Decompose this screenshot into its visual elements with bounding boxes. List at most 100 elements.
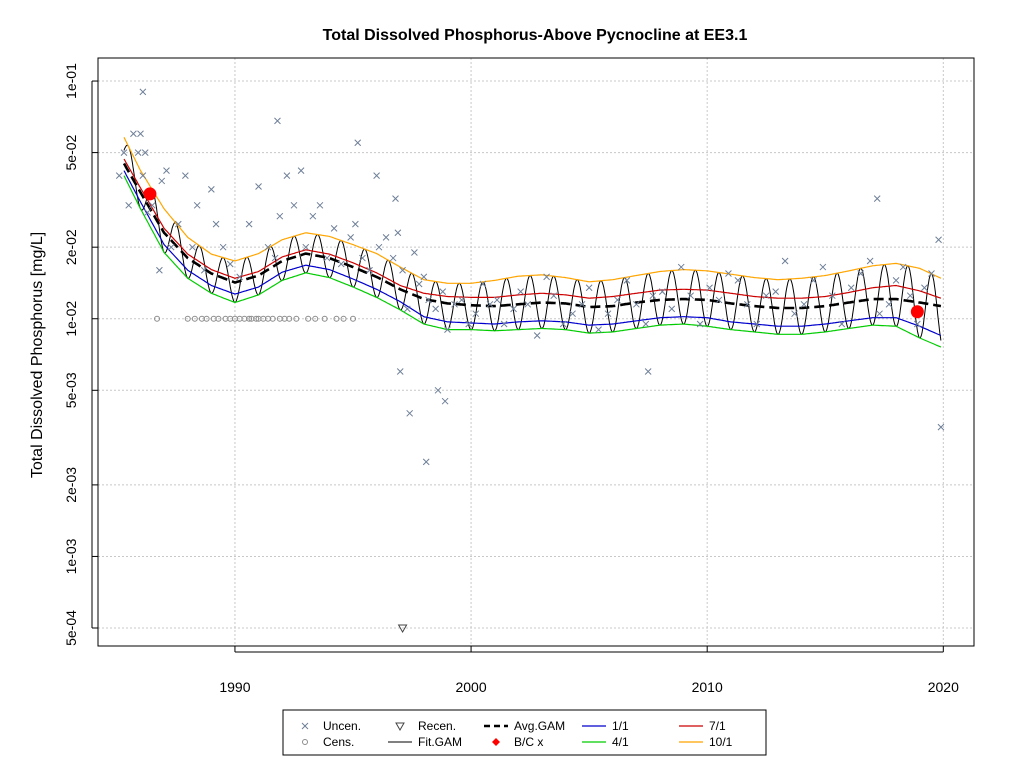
censored-point bbox=[321, 315, 328, 322]
uncensored-point bbox=[182, 172, 189, 179]
bc-marker bbox=[910, 305, 924, 319]
y-tick-label: 1e-03 bbox=[63, 538, 79, 574]
uncensored-point bbox=[569, 310, 576, 318]
uncensored-point bbox=[193, 201, 201, 209]
uncensored-point bbox=[604, 310, 612, 318]
uncensored-point bbox=[347, 233, 355, 241]
uncensored-point bbox=[819, 263, 827, 271]
y-axis-label: Total Dissolved Phosphorus [mg/L] bbox=[29, 232, 46, 478]
x-tick-label: 2010 bbox=[692, 679, 723, 695]
uncensored-point bbox=[743, 300, 751, 308]
uncensored-point bbox=[359, 254, 366, 262]
uncensored-point bbox=[302, 243, 310, 251]
uncensored-point bbox=[857, 270, 865, 277]
uncensored-point bbox=[866, 257, 874, 265]
uncensored-point bbox=[550, 292, 558, 300]
uncensored-point bbox=[510, 305, 517, 313]
uncensored-point bbox=[928, 270, 935, 277]
uncensored-point bbox=[200, 266, 208, 274]
fit-gam-line bbox=[123, 144, 942, 341]
curve-jul-1 bbox=[123, 158, 942, 299]
uncensored-point bbox=[644, 368, 652, 375]
uncensored-point bbox=[406, 409, 414, 417]
uncensored-point bbox=[354, 139, 362, 147]
uncensored-point bbox=[283, 172, 291, 179]
plot-frame bbox=[97, 57, 975, 647]
uncensored-point bbox=[892, 277, 900, 284]
uncensored-point bbox=[828, 292, 836, 300]
x-axis: 1990 2000 2010 2020 bbox=[219, 646, 959, 695]
uncensored-point bbox=[479, 280, 487, 288]
grid bbox=[98, 58, 974, 646]
uncensored-point bbox=[226, 260, 234, 268]
legend-recensored-icon bbox=[395, 722, 405, 732]
uncensored-point bbox=[687, 292, 695, 300]
curve-jan-1 bbox=[123, 170, 942, 337]
uncensored-point bbox=[517, 288, 525, 296]
uncensored-point bbox=[323, 254, 331, 262]
uncensored-point bbox=[139, 172, 147, 179]
uncensored-point bbox=[677, 263, 685, 271]
legend-label: Avg.GAM bbox=[514, 719, 565, 733]
legend-label: B/C x bbox=[514, 735, 543, 749]
censored-point bbox=[154, 315, 161, 322]
uncensored-point bbox=[139, 88, 147, 96]
uncensored-point bbox=[921, 284, 928, 292]
uncensored-point bbox=[913, 320, 921, 328]
uncensored-point bbox=[207, 186, 215, 193]
censored-point bbox=[253, 315, 260, 322]
uncensored-point bbox=[236, 273, 244, 281]
uncensored-point bbox=[658, 288, 666, 296]
uncensored-point bbox=[396, 368, 404, 375]
censored-point bbox=[350, 315, 357, 322]
censored-point bbox=[293, 315, 300, 322]
uncensored-point bbox=[595, 326, 602, 333]
censored-point bbox=[305, 315, 312, 322]
uncensored-point bbox=[500, 320, 508, 328]
x-tick-label: 2020 bbox=[928, 679, 959, 695]
uncensored-point bbox=[148, 201, 156, 209]
uncensored-point bbox=[885, 300, 893, 308]
uncensored-point bbox=[810, 277, 817, 284]
uncensored-point bbox=[493, 296, 501, 304]
bc-marker bbox=[143, 187, 157, 201]
uncensored-point bbox=[403, 305, 411, 313]
uncensored-point bbox=[375, 243, 383, 251]
uncensored-point bbox=[274, 117, 281, 125]
uncensored-point bbox=[264, 243, 272, 251]
uncensored-point bbox=[411, 249, 418, 256]
uncensored-point bbox=[772, 288, 780, 296]
uncensored-point bbox=[115, 172, 123, 179]
uncensored-point bbox=[441, 397, 449, 405]
uncensored-point bbox=[141, 149, 149, 156]
uncensored-point bbox=[389, 254, 397, 262]
legend-label: Cens. bbox=[323, 735, 354, 749]
legend-box bbox=[282, 709, 767, 756]
uncensored-point bbox=[130, 130, 137, 138]
uncensored-point bbox=[189, 243, 196, 251]
y-tick-label: 1e-01 bbox=[63, 63, 79, 99]
uncensored-point bbox=[753, 320, 761, 328]
uncensored-point bbox=[706, 284, 713, 292]
x-tick-label: 2000 bbox=[455, 679, 486, 695]
censored-point bbox=[340, 315, 347, 322]
legend-label: 7/1 bbox=[709, 719, 726, 733]
uncensored-point bbox=[394, 229, 402, 237]
censored-point bbox=[184, 315, 191, 322]
uncensored-point bbox=[649, 292, 657, 300]
uncensored-point bbox=[873, 195, 881, 203]
uncensored-point bbox=[725, 270, 732, 277]
uncensored-point bbox=[524, 300, 532, 308]
uncensored-point bbox=[434, 386, 442, 394]
legend-label: 10/1 bbox=[709, 735, 733, 749]
uncensored-point bbox=[158, 177, 166, 185]
y-tick-label: 5e-04 bbox=[63, 610, 79, 646]
uncensored-point bbox=[174, 220, 182, 228]
legend-label: Uncen. bbox=[323, 719, 361, 733]
uncensored-point bbox=[800, 300, 808, 308]
uncensored-point bbox=[290, 201, 298, 209]
uncensored-point bbox=[734, 277, 742, 284]
avg-gam-line bbox=[122, 162, 942, 310]
censored-point bbox=[215, 315, 222, 322]
recensored-point bbox=[397, 624, 408, 634]
